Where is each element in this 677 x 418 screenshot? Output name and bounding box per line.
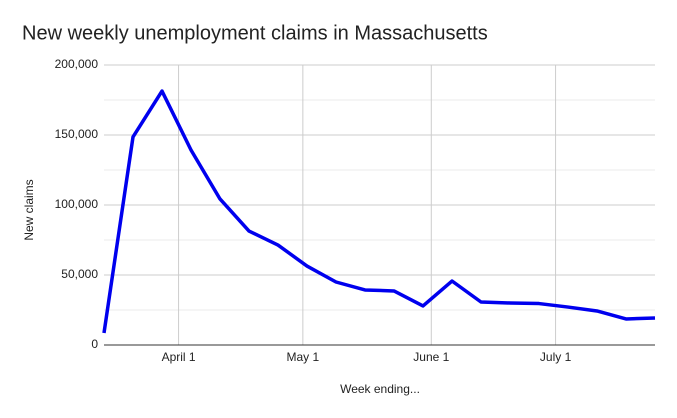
x-axis-label: Week ending... xyxy=(340,382,420,396)
x-tick-label: April 1 xyxy=(162,350,196,364)
x-tick-label: June 1 xyxy=(413,350,449,364)
y-tick-label: 150,000 xyxy=(55,127,99,141)
x-tick-label: May 1 xyxy=(287,350,320,364)
y-tick-label: 50,000 xyxy=(61,267,98,281)
y-tick-label: 200,000 xyxy=(55,57,99,71)
y-axis-label: New claims xyxy=(22,179,36,240)
y-tick-label: 100,000 xyxy=(55,197,99,211)
x-tick-label: July 1 xyxy=(540,350,572,364)
y-tick-label: 0 xyxy=(91,337,98,351)
data-line xyxy=(102,89,656,334)
chart-title: New weekly unemployment claims in Massac… xyxy=(22,22,488,44)
